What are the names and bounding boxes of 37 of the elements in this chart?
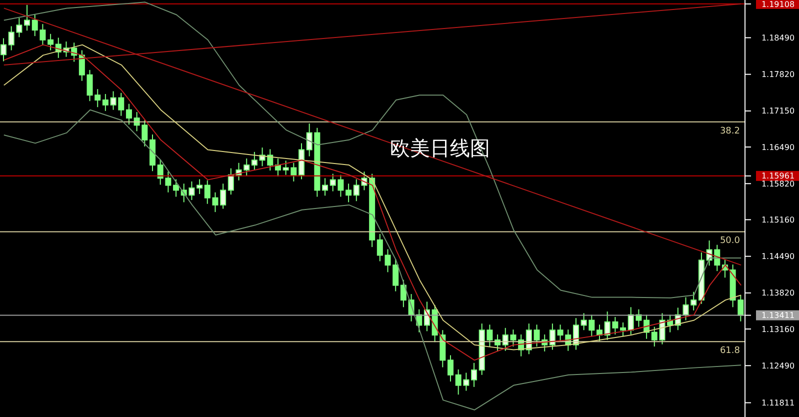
candlestick [549,323,556,350]
y-tick-label: 1.17820 [761,70,795,80]
y-tick-label: 1.14490 [761,252,795,262]
y-tick-label: 1.11811 [761,398,795,408]
candlestick [251,151,258,172]
candlestick [322,178,328,196]
y-tick-label: 1.13820 [761,288,795,298]
candlestick [596,324,602,342]
annotation: 61.8 [720,346,740,356]
candlestick [376,233,383,262]
y-tick-label: 1.15160 [761,216,795,225]
y-tick-label: 1.15820 [761,179,795,188]
candlestick [0,38,6,62]
y-tick-label: 1.15961 [761,172,795,181]
candlestick [196,178,203,195]
candlestick [78,50,85,82]
y-tick-label: 1.17150 [761,106,795,116]
candlestick [173,178,180,198]
candlestick [400,279,406,308]
y-tick-label: 1.13411 [761,311,795,320]
candlestick [448,354,454,382]
line-series [3,109,742,410]
y-tick-label: 1.19108 [761,0,795,9]
y-tick-label: 1.16490 [761,142,795,152]
y-tick-label: 1.13160 [761,324,795,334]
y-tick-label: 1.18490 [761,34,795,43]
annotation: 38.2 [720,126,740,136]
y-tick-label: 1.12490 [761,361,795,370]
candlestick [126,103,132,126]
candlestick [220,183,226,210]
candlestick [48,33,54,51]
candlestick [24,4,30,32]
candlestick [102,94,108,112]
candlestick [471,362,478,388]
candlestick [620,322,626,338]
annotation: 50.0 [720,236,740,246]
candlestick [346,183,352,203]
